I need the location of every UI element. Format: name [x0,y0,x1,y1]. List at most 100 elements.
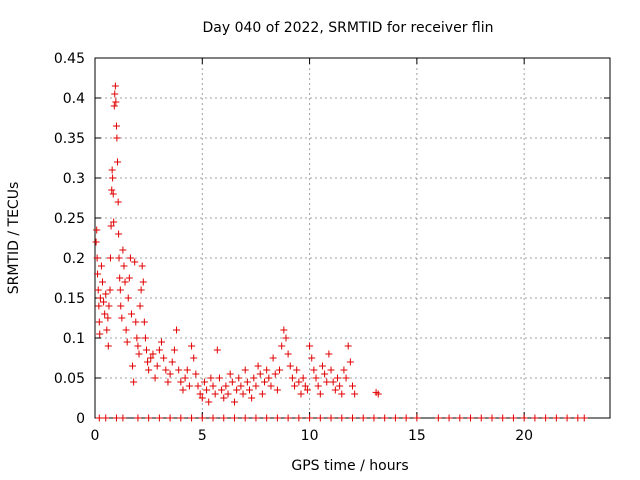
data-point [116,274,124,282]
data-point [113,134,121,142]
data-point [220,394,228,402]
data-point [119,414,127,422]
y-tick-label: 0.35 [54,131,85,147]
data-point [299,374,307,382]
data-point [241,414,249,422]
data-point [456,414,464,422]
data-point [213,346,221,354]
data-point [246,386,253,394]
data-point [207,374,215,382]
data-point [284,414,292,422]
data-point [349,414,356,422]
data-point [188,342,196,350]
data-point [132,318,140,326]
data-point [258,390,266,398]
data-point [321,370,329,378]
data-point [116,286,124,294]
data-point [230,398,238,406]
data-point [95,414,103,422]
data-point [105,302,113,310]
data-point [338,390,346,398]
y-tick-label: 0.05 [54,371,85,387]
data-point [93,254,101,262]
data-point [111,90,119,98]
data-point [312,374,320,382]
data-point [222,382,230,390]
data-point [95,302,103,310]
data-point [117,302,125,310]
data-point [121,278,129,286]
data-points [92,82,588,422]
data-point [273,386,281,394]
data-point [391,414,399,422]
data-point [106,254,114,262]
data-point [196,390,204,398]
data-point [110,102,118,110]
x-axis-ticks: 0 5 10 15 20 [91,58,533,444]
data-point [127,310,135,318]
data-point [114,198,122,206]
data-point [106,286,114,294]
data-point [209,382,217,390]
data-point [211,390,219,398]
data-point [102,290,110,298]
y-tick-label: 0.45 [54,51,85,67]
data-point [224,390,232,398]
data-point [316,390,324,398]
data-point [336,382,344,390]
data-point [122,326,130,334]
data-point [124,294,132,302]
x-tick-label: 20 [515,428,533,444]
data-point [164,378,172,386]
data-point [306,414,314,422]
data-point [230,414,238,422]
data-point [145,414,153,422]
data-point [316,414,324,422]
data-point [114,158,122,166]
data-point [301,382,309,390]
data-point [286,362,294,370]
data-point [144,358,152,366]
data-point [109,174,117,182]
data-point [306,342,314,350]
data-point [205,398,213,406]
data-point [402,414,410,422]
data-point [190,354,198,362]
data-point [499,414,507,422]
data-point [293,366,301,374]
data-point [269,354,277,362]
data-point [477,414,485,422]
data-point [177,378,185,386]
data-point [267,382,275,390]
data-point [198,394,206,402]
data-point [183,366,191,374]
data-point [110,218,118,226]
data-point [445,414,453,422]
data-point [338,414,346,422]
data-point [288,374,296,382]
data-point [109,190,117,198]
data-point [256,370,264,378]
data-point [118,314,126,322]
data-point [351,390,359,398]
data-point [284,350,292,358]
data-point [220,414,228,422]
data-point [129,362,137,370]
data-point [282,334,290,342]
data-point [563,414,571,422]
data-point [248,394,256,402]
data-point [509,414,517,422]
data-point [94,286,102,294]
data-point [145,366,153,374]
y-tick-label: 0.25 [54,211,85,227]
data-point [103,326,111,334]
data-point [359,414,367,422]
data-point [112,98,120,106]
chart-title: Day 040 of 2022, SRMTID for receiver fli… [203,20,494,36]
data-point [166,414,174,422]
data-point [265,374,273,382]
data-point [155,414,163,422]
x-tick-label: 0 [91,428,100,444]
y-tick-label: 0.1 [63,331,85,347]
